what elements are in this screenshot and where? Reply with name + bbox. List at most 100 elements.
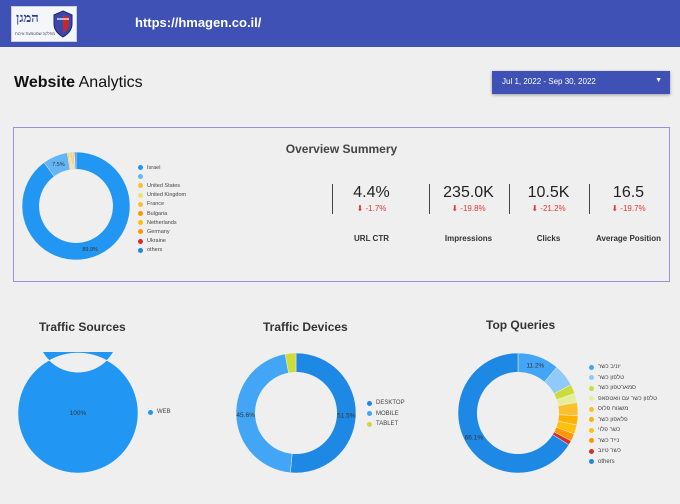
metric-change: ⬇ -19.8% (451, 204, 486, 213)
legend-item[interactable]: DESKTOP (367, 398, 405, 409)
metric-label: Average Position (595, 234, 662, 243)
donut-slice-label: 89.9% (82, 247, 98, 253)
legend-item[interactable]: Germany (138, 227, 186, 236)
legend-item[interactable]: Bulgaria (138, 209, 186, 218)
donut-slice-others[interactable] (457, 352, 570, 474)
top-bar: המגן מחלקה שמטמעת איכות https://hmagen.c… (0, 0, 680, 47)
donut-slice-label: 7.5% (52, 162, 65, 168)
legend-item[interactable]: כשר טיוב (589, 446, 657, 457)
legend-label: פלאפון כשר (598, 416, 628, 423)
top-queries-title: Top Queries (486, 318, 556, 332)
legend-label: Israel (147, 164, 161, 171)
legend-item[interactable]: WEB (148, 407, 171, 418)
metric-change-value: -19.8% (460, 204, 486, 213)
legend-swatch (138, 165, 143, 171)
legend-swatch (138, 192, 143, 198)
legend-swatch (589, 385, 594, 391)
legend-item[interactable]: טלפון כשר עם וואטסאפ (589, 394, 657, 405)
top-queries-donut-chart[interactable]: 11.2% 66.1% (457, 352, 579, 474)
metric-label: Clicks (536, 234, 561, 243)
donut-slice-tablet[interactable] (284, 352, 297, 374)
metric-change: ⬇ -19.7% (611, 204, 646, 213)
legend-label: others (598, 458, 615, 465)
legend-item[interactable]: משגוח פלוס (589, 404, 657, 415)
legend-item[interactable]: United Kingdom (138, 191, 186, 200)
legend-swatch (138, 211, 143, 217)
legend-item[interactable]: כשר פלוי (589, 425, 657, 436)
legend-item[interactable]: United States (138, 181, 186, 190)
legend-label: United Kingdom (147, 192, 187, 199)
legend-label: Ukraine (147, 238, 166, 245)
date-range-picker[interactable]: Jul 1, 2022 - Sep 30, 2022 ▼ (492, 71, 670, 94)
donut-slice-label: 45.6% (236, 412, 255, 419)
legend-item[interactable]: Israel (138, 163, 186, 172)
metric-change: ⬇ -21.2% (531, 204, 566, 213)
site-url[interactable]: https://hmagen.co.il/ (135, 15, 262, 30)
metric-clicks: 10.5K ⬇ -21.2% Clicks (509, 184, 587, 243)
legend-item[interactable]: TABLET (367, 419, 405, 430)
legend-item[interactable]: Ukraine (138, 237, 186, 246)
metric-impressions: 235.0K ⬇ -19.8% Impressions (429, 184, 507, 243)
traffic-devices-title: Traffic Devices (263, 320, 348, 334)
legend-label: נייד כשר (598, 437, 620, 444)
donut-slice-others[interactable] (74, 151, 77, 170)
legend-item[interactable]: others (138, 246, 186, 255)
logo-text: המגן (16, 11, 39, 26)
legend-label: טלפון כשר (598, 374, 625, 381)
caret-down-icon: ▼ (655, 77, 662, 84)
legend-swatch (138, 220, 143, 226)
legend-item[interactable]: יוניב כשר (589, 362, 657, 373)
legend-swatch (589, 406, 594, 412)
page-title-bold: Website (14, 74, 76, 91)
legend-label: סמארטפון כשר (598, 385, 636, 392)
donut-slice-label: 51.5% (337, 412, 356, 419)
legend-item[interactable]: Netherlands (138, 218, 186, 227)
metric-url-ctr: 4.4% ⬇ -1.7% URL CTR (332, 184, 410, 243)
legend-item[interactable]: טלפון כשר (589, 373, 657, 384)
date-range-value: Jul 1, 2022 - Sep 30, 2022 (502, 77, 596, 86)
traffic-sources-donut-chart[interactable]: 100% (17, 352, 139, 474)
legend-swatch (367, 411, 372, 417)
legend-swatch (589, 364, 594, 370)
legend-label: כשר פלוי (598, 427, 621, 434)
donut-slice-desktop[interactable] (290, 352, 357, 474)
donut-slice-label: 11.2% (526, 363, 544, 370)
legend-swatch (589, 375, 594, 381)
legend-item[interactable]: סמארטפון כשר (589, 383, 657, 394)
legend-swatch (589, 427, 594, 433)
traffic-devices-donut-chart[interactable]: 51.5% 45.6% (235, 352, 357, 474)
legend-swatch (138, 247, 143, 253)
metric-change-value: -21.2% (540, 204, 566, 213)
donut-slice-web[interactable] (17, 352, 139, 474)
legend-swatch (589, 448, 594, 454)
traffic-devices-legend: DESKTOP MOBILE TABLET (367, 398, 405, 430)
legend-swatch (589, 396, 594, 402)
legend-swatch (148, 409, 153, 415)
legend-swatch (367, 400, 372, 406)
country-donut-chart[interactable]: 89.9% 7.5% (21, 151, 131, 261)
legend-label: TABLET (376, 421, 399, 428)
metric-value: 235.0K (443, 184, 494, 201)
logo-subtext: מחלקה שמטמעת איכות (15, 31, 56, 36)
metric-label: URL CTR (354, 234, 389, 243)
legend-swatch (138, 183, 143, 189)
legend-item[interactable] (138, 172, 186, 181)
metric-average-position: 16.5 ⬇ -19.7% Average Position (589, 184, 667, 243)
top-queries-legend: יוניב כשר טלפון כשר סמארטפון כשר טלפון כשר … (589, 362, 657, 467)
traffic-sources-title: Traffic Sources (39, 320, 126, 334)
donut-center-label: 100% (70, 410, 87, 417)
donut-slice-mobile[interactable] (235, 353, 293, 474)
legend-label: MOBILE (376, 410, 399, 417)
legend-item[interactable]: MOBILE (367, 409, 405, 420)
legend-item[interactable]: פלאפון כשר (589, 415, 657, 426)
legend-label: WEB (157, 409, 171, 416)
legend-item[interactable]: נייד כשר (589, 436, 657, 447)
legend-item[interactable]: others (589, 457, 657, 468)
metric-change-value: -1.7% (365, 204, 387, 213)
donut-slice-label: 66.1% (465, 434, 484, 441)
site-logo[interactable]: המגן מחלקה שמטמעת איכות (11, 6, 77, 42)
donut-slice-israel[interactable] (21, 151, 131, 261)
legend-label: others (147, 247, 163, 254)
metric-value: 4.4% (353, 184, 390, 201)
legend-item[interactable]: France (138, 200, 186, 209)
